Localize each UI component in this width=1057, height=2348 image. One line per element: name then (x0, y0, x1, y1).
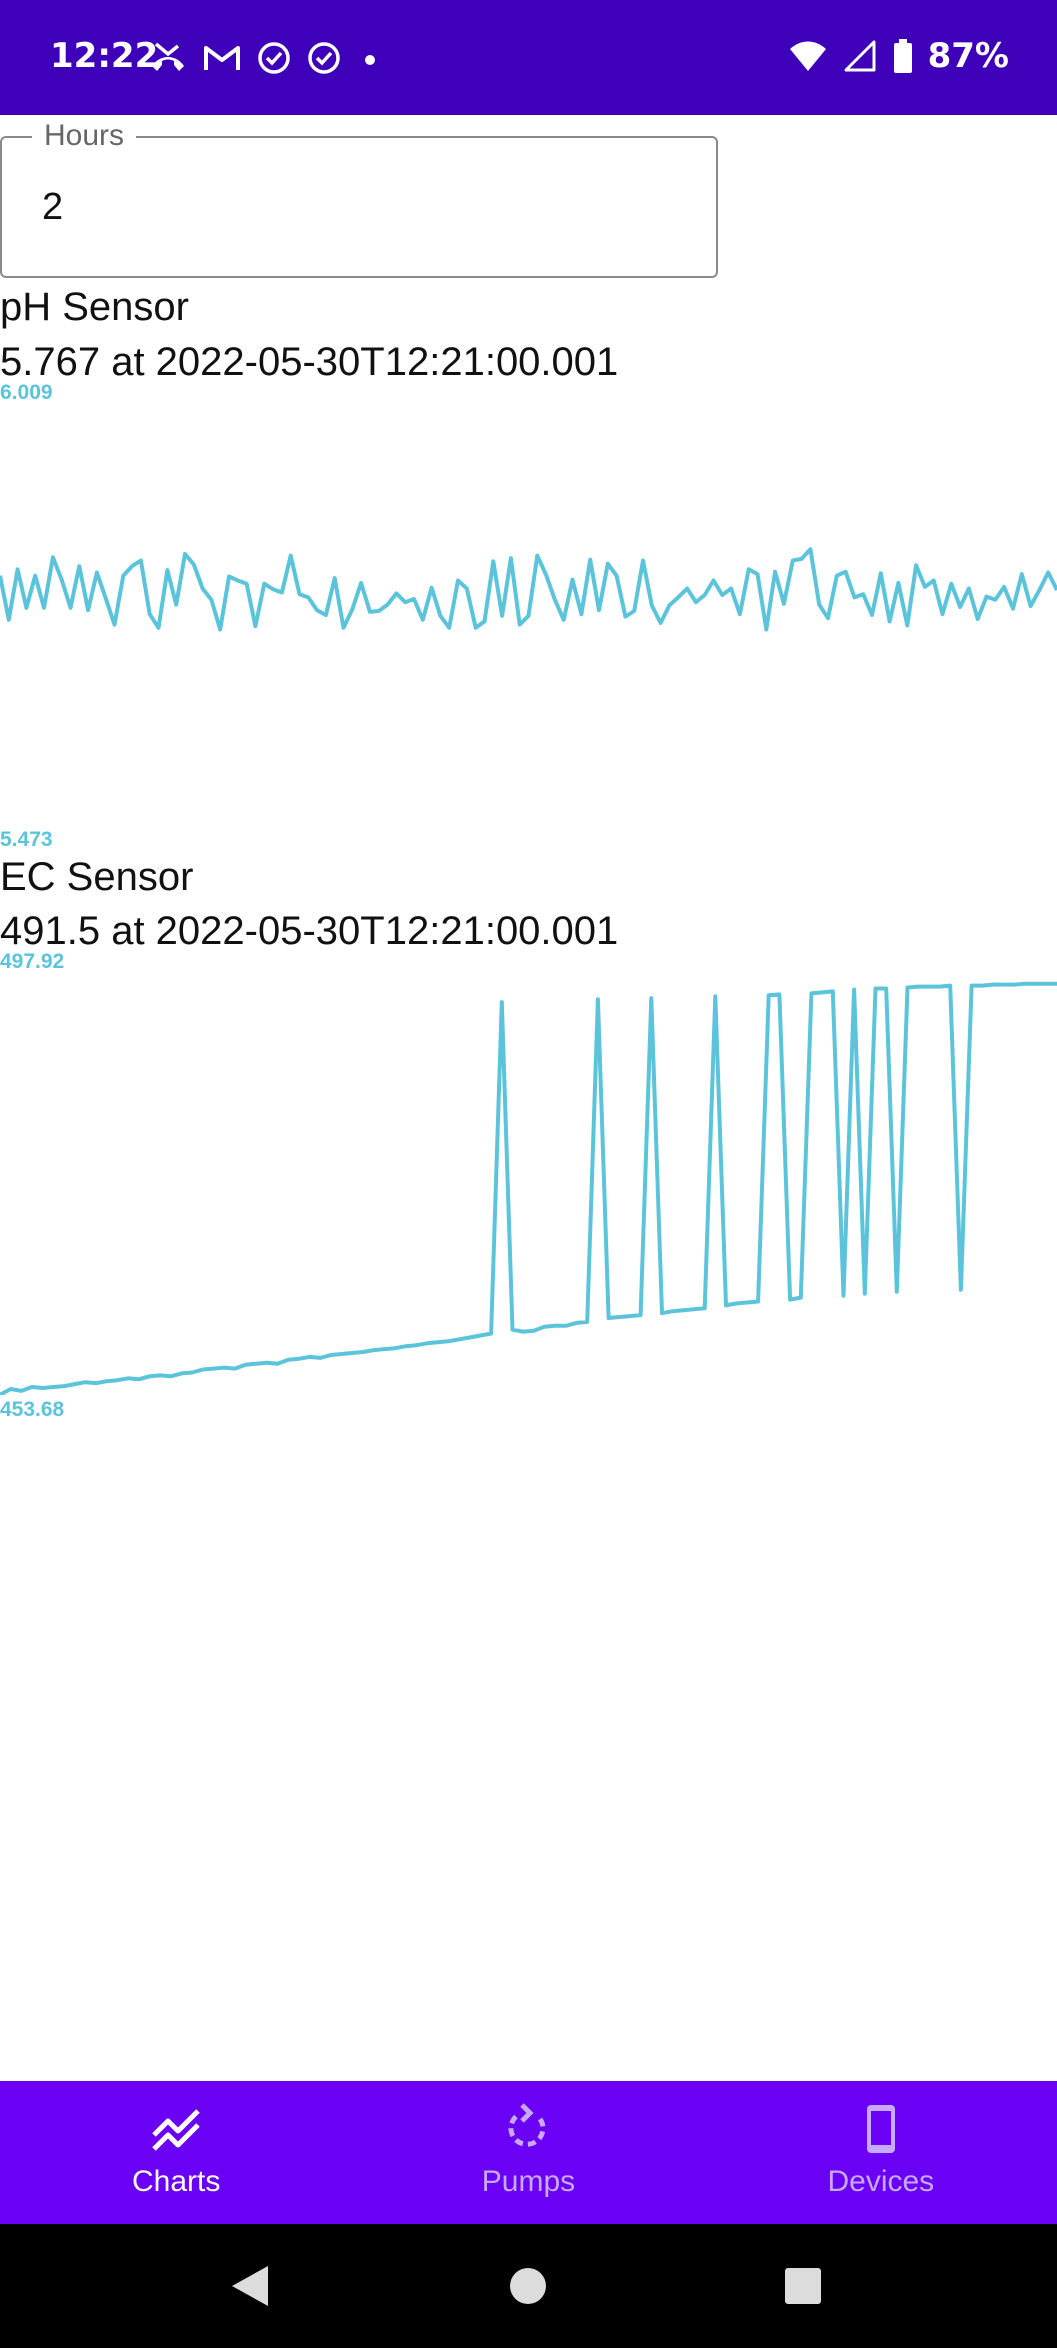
nav-charts[interactable]: Charts (0, 2081, 352, 2224)
gmail-icon (204, 46, 240, 70)
ec-chart (0, 981, 1057, 1395)
hours-value[interactable]: 2 (42, 186, 64, 228)
ec-sensor-reading: 491.5 at 2022-05-30T12:21:00.001 (0, 909, 619, 953)
bottom-navigation: Charts Pumps Devices (0, 2081, 1057, 2224)
ph-min-label: 5.473 (0, 828, 53, 851)
refresh-icon (508, 2103, 546, 2147)
battery-icon (893, 39, 912, 73)
nav-charts-label: Charts (131, 2165, 221, 2198)
missed-call-icon (152, 42, 184, 71)
recents-icon[interactable] (783, 2266, 823, 2306)
device-icon (866, 2105, 895, 2153)
nav-devices[interactable]: Devices (705, 2081, 1057, 2224)
system-navigation-bar (0, 2224, 1057, 2348)
ec-max-label: 497.92 (0, 950, 65, 973)
hours-label: Hours (32, 119, 137, 153)
signal-icon (844, 40, 876, 72)
ph-max-label: 6.009 (0, 381, 53, 404)
ec-chart-series-line (0, 981, 1057, 1395)
check-circle-icon (258, 42, 290, 74)
back-icon[interactable] (228, 2264, 272, 2308)
nav-pumps-label: Pumps (481, 2165, 576, 2198)
notification-icons (148, 38, 380, 78)
status-bar: 12:22 87% (0, 0, 1057, 115)
chart-line-icon (152, 2109, 200, 2151)
nav-pumps[interactable]: Pumps (352, 2081, 704, 2224)
dot-icon (365, 55, 375, 65)
battery-percentage: 87% (927, 36, 1009, 76)
ph-sensor-reading: 5.767 at 2022-05-30T12:21:00.001 (0, 340, 619, 384)
ec-min-label: 453.68 (0, 1398, 65, 1421)
home-icon[interactable] (508, 2266, 548, 2306)
hours-input[interactable]: Hours 2 (0, 119, 718, 278)
wifi-icon (789, 41, 826, 71)
ph-chart (0, 547, 1057, 632)
status-time: 12:22 (50, 36, 159, 76)
ph-chart-series-line (0, 547, 1057, 632)
check-circle-icon (308, 42, 340, 74)
system-status-icons: 87% (788, 36, 1009, 76)
ec-sensor-title: EC Sensor (0, 855, 194, 899)
nav-devices-label: Devices (827, 2165, 935, 2198)
ph-sensor-title: pH Sensor (0, 285, 189, 329)
